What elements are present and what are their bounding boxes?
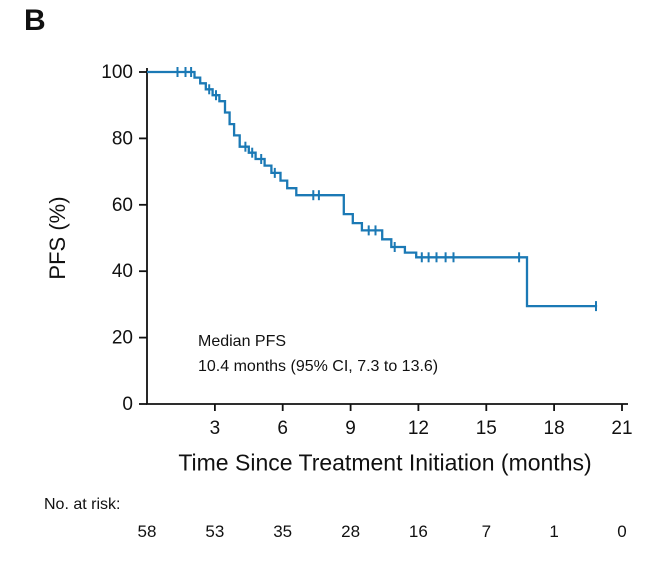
- median-annotation-line2: 10.4 months (95% CI, 7.3 to 13.6): [198, 357, 439, 375]
- risk-value: 35: [273, 522, 293, 541]
- y-axis-label: PFS (%): [45, 196, 70, 280]
- x-axis-label: Time Since Treatment Initiation (months): [178, 449, 592, 476]
- risk-value: 1: [549, 522, 559, 541]
- x-axis-ticks: 3 6 9 12 15 18 21: [210, 404, 633, 439]
- x-tick-label: 15: [476, 418, 497, 439]
- y-tick-label: 0: [122, 394, 133, 415]
- panel-label: B: [24, 4, 46, 37]
- x-tick-label: 21: [611, 418, 632, 439]
- risk-value: 0: [617, 522, 627, 541]
- risk-value: 53: [205, 522, 225, 541]
- y-axis-ticks: 0 20 40 60 80 100: [101, 62, 147, 415]
- x-tick-label: 6: [277, 418, 288, 439]
- risk-table-row: 58 53 35 28 16 7 1 0: [0, 522, 657, 546]
- y-tick-label: 80: [112, 128, 133, 149]
- y-tick-label: 20: [112, 328, 133, 349]
- risk-value: 28: [341, 522, 361, 541]
- y-tick-label: 60: [112, 195, 133, 216]
- risk-value: 7: [481, 522, 492, 541]
- median-annotation-line1: Median PFS: [198, 333, 287, 350]
- x-tick-label: 3: [210, 418, 221, 439]
- x-tick-label: 18: [544, 418, 565, 439]
- risk-value: 16: [408, 522, 428, 541]
- x-tick-label: 12: [408, 418, 429, 439]
- median-annotation: Median PFS 10.4 months (95% CI, 7.3 to 1…: [198, 330, 438, 380]
- risk-value: 58: [137, 522, 157, 541]
- survival-curve: [147, 70, 598, 308]
- y-tick-label: 40: [112, 261, 133, 282]
- risk-table-label: No. at risk:: [44, 496, 121, 513]
- x-tick-label: 9: [345, 418, 356, 439]
- y-tick-label: 100: [101, 62, 133, 83]
- censor-marks: [176, 67, 597, 312]
